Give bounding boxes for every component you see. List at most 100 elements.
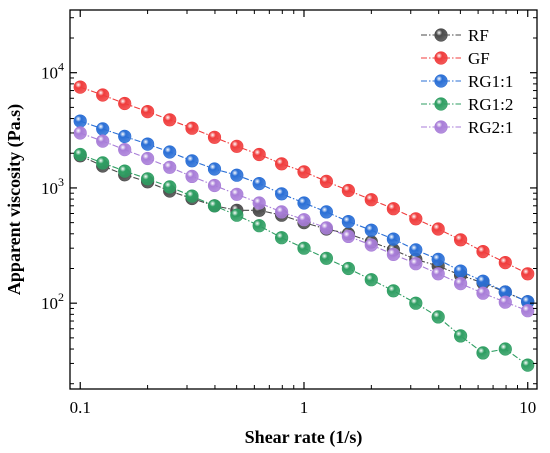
data-point (521, 267, 535, 281)
data-point (275, 157, 289, 171)
data-point (118, 129, 132, 143)
data-point (454, 329, 468, 343)
data-point (386, 232, 401, 246)
legend-marker (434, 51, 448, 65)
data-point (252, 177, 266, 191)
data-point (521, 304, 535, 318)
data-point (476, 346, 490, 360)
data-point (118, 164, 132, 178)
data-point (341, 215, 356, 229)
data-point (319, 205, 334, 219)
legend-item: RF (421, 26, 489, 45)
y-tick-label: 103 (41, 175, 64, 198)
data-point (230, 187, 244, 201)
data-point (230, 208, 244, 222)
data-point (409, 212, 423, 226)
data-point (341, 183, 356, 198)
data-point (275, 187, 289, 201)
data-point (185, 189, 199, 203)
data-point (297, 196, 311, 210)
data-point (386, 202, 401, 216)
data-point (319, 174, 334, 188)
data-point (364, 238, 378, 252)
data-point (431, 267, 445, 281)
data-point (454, 264, 468, 278)
data-point (163, 160, 177, 174)
data-point (476, 274, 490, 288)
series-rg12 (73, 147, 535, 372)
data-point (230, 139, 244, 153)
data-point (141, 172, 155, 186)
data-point (297, 213, 311, 227)
data-point (431, 222, 445, 236)
data-point (364, 193, 378, 207)
legend-marker (434, 120, 448, 134)
data-point (252, 147, 266, 162)
data-point (163, 113, 177, 127)
series-layer (73, 80, 535, 372)
legend-item: RG1:2 (421, 95, 513, 114)
data-point (207, 199, 222, 213)
data-point (163, 145, 177, 159)
series-rg11 (73, 114, 535, 309)
legend-marker (434, 97, 448, 111)
data-point (141, 104, 155, 119)
x-tick-label: 1 (300, 398, 309, 417)
data-point (207, 162, 222, 176)
data-point (341, 229, 356, 243)
legend-label: RG1:2 (468, 95, 513, 114)
data-point (96, 134, 110, 148)
data-point (498, 256, 512, 270)
data-point (409, 243, 423, 257)
data-point (207, 178, 222, 193)
data-point (73, 147, 87, 162)
data-point (141, 137, 155, 151)
legend: RF GF RG1:1 RG1:2 RG2:1 (421, 26, 513, 137)
x-tick-label: 0.1 (70, 398, 91, 417)
data-point (73, 126, 87, 140)
data-point (73, 114, 87, 128)
data-point (386, 247, 401, 261)
data-point (521, 358, 535, 372)
data-point (431, 310, 445, 324)
y-tick-label: 102 (41, 290, 64, 313)
data-point (409, 257, 423, 271)
data-point (409, 296, 423, 310)
data-point (207, 130, 222, 144)
data-point (454, 277, 468, 291)
data-point (230, 168, 244, 182)
axes-layer: 0.1 1 10 102 103 104 (41, 9, 538, 417)
data-point (319, 251, 334, 265)
series-gf (73, 80, 535, 281)
data-point (476, 245, 490, 259)
data-point (96, 156, 110, 170)
series-rg21 (73, 126, 535, 318)
data-point (185, 169, 199, 183)
data-point (96, 88, 110, 102)
legend-item: GF (421, 49, 490, 68)
y-tick-label: 104 (41, 60, 64, 83)
data-point (163, 180, 177, 194)
legend-marker (434, 28, 448, 42)
data-point (252, 219, 266, 233)
data-point (364, 223, 378, 237)
legend-label: RF (468, 26, 489, 45)
data-point (476, 286, 490, 300)
data-point (297, 165, 311, 179)
legend-item: RG1:1 (421, 72, 513, 91)
data-point (431, 252, 445, 266)
x-axis-title: Shear rate (1/s) (245, 427, 363, 448)
y-axis-title: Apparent viscosity (Pa.s) (4, 104, 25, 295)
legend-item: RG2:1 (421, 118, 513, 137)
data-point (185, 154, 199, 168)
data-point (498, 342, 512, 356)
data-point (252, 196, 266, 210)
data-point (185, 121, 199, 135)
data-point (118, 96, 132, 111)
data-point (275, 205, 289, 219)
data-point (73, 80, 87, 94)
data-point (319, 221, 334, 235)
legend-marker (434, 74, 448, 88)
x-tick-label: 10 (519, 398, 536, 417)
